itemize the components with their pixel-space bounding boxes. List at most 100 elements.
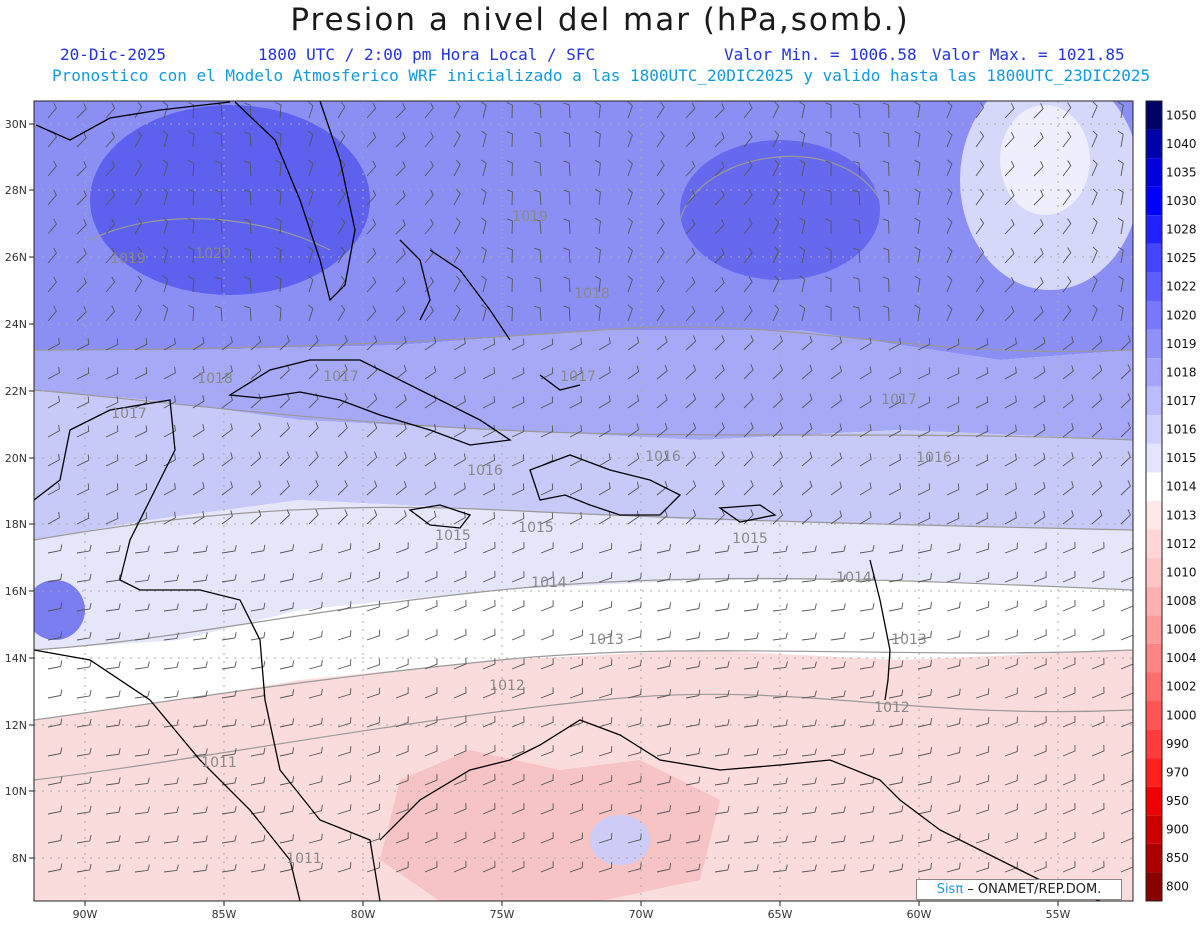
wind-barb [221, 719, 237, 728]
wind-barb [76, 103, 87, 119]
wind-barb [215, 160, 223, 177]
wind-barb [656, 393, 668, 409]
wind-barb [395, 219, 406, 235]
wind-barb [1062, 831, 1076, 844]
wind-barb [946, 804, 961, 815]
colorbar-label: 1035 [1166, 165, 1197, 179]
lat-tick-label: 30N [5, 118, 27, 131]
wind-barb [859, 453, 872, 467]
wind-barb [743, 632, 759, 641]
wind-barb [801, 719, 817, 728]
wind-barb [598, 688, 613, 699]
wind-barb [250, 364, 262, 380]
wind-barb [1091, 628, 1105, 641]
wind-barb [946, 188, 953, 206]
wind-barb [801, 632, 817, 641]
wind-barb [453, 686, 467, 699]
wind-barb [511, 542, 525, 554]
wind-barb [882, 276, 890, 293]
wind-barb [917, 573, 932, 583]
wind-barb [975, 102, 985, 119]
wind-barb [395, 600, 409, 612]
wind-barb [656, 573, 672, 583]
wind-barb [825, 276, 832, 293]
wind-barb [192, 835, 208, 844]
wind-barb [511, 454, 525, 467]
wind-barb [307, 159, 314, 177]
wind-barb [162, 130, 169, 148]
wind-barb [250, 718, 266, 728]
wind-barb [163, 482, 176, 496]
wind-barb [540, 716, 554, 728]
colorbar-cell [1146, 815, 1162, 844]
wind-barb [215, 218, 223, 235]
wind-barb [481, 101, 487, 119]
wind-barb [975, 601, 990, 612]
wind-barb [914, 101, 921, 119]
wind-barb [76, 306, 87, 322]
wind-barb [859, 632, 875, 641]
wind-barbs [47, 101, 1133, 873]
wind-barb [598, 395, 611, 409]
wind-barb [714, 574, 730, 583]
wind-barb [511, 861, 525, 873]
wind-barb [192, 719, 208, 728]
wind-barb [859, 777, 875, 786]
wind-barb [424, 510, 437, 525]
wind-barb [1033, 161, 1044, 177]
wind-barb [685, 422, 697, 438]
wind-barb [685, 544, 701, 554]
wind-barb [395, 423, 407, 438]
wind-barb [47, 863, 63, 873]
wind-barb [47, 747, 63, 757]
wind-barb [76, 338, 90, 351]
wind-barb [481, 159, 487, 177]
wind-barb [627, 481, 640, 496]
max-value: Valor Max. = 1021.85 [932, 45, 1125, 64]
wind-barb [656, 247, 665, 264]
wind-barb [188, 131, 195, 148]
wind-barb [366, 687, 380, 699]
wind-barb [424, 861, 438, 873]
wind-barb [656, 335, 668, 351]
wind-barb [366, 218, 377, 235]
wind-barb [511, 571, 525, 583]
wind-barb [47, 689, 63, 699]
colorbar-label: 1000 [1166, 708, 1197, 722]
lat-tick-label: 24N [5, 318, 27, 331]
wind-barb [852, 218, 861, 235]
wind-barb [192, 453, 205, 467]
wind-barb [76, 834, 92, 844]
wind-barb [134, 748, 150, 757]
wind-barb [540, 861, 554, 873]
wind-barb [162, 159, 169, 177]
wind-barb [506, 305, 513, 322]
wind-barb [424, 365, 437, 380]
wind-barb [366, 393, 378, 409]
contour-label: 1018 [574, 286, 610, 302]
colorbar-label: 950 [1166, 794, 1189, 808]
colorbar-cell [1146, 729, 1162, 759]
wind-barb [569, 774, 583, 786]
colorbar-cell [1146, 472, 1162, 501]
wind-barb [830, 806, 846, 815]
wind-barb [685, 131, 696, 148]
wind-barb [685, 573, 701, 583]
wind-barb [453, 246, 461, 264]
wind-barb [743, 131, 753, 148]
wind-barb [801, 509, 813, 525]
wind-barb [714, 545, 730, 554]
wind-barb [76, 863, 92, 873]
wind-barb [594, 246, 601, 264]
wind-barb [188, 102, 195, 119]
wind-barb [743, 748, 759, 757]
wind-barb [453, 570, 467, 583]
wind-barb [825, 160, 832, 177]
wind-barb [47, 189, 57, 206]
wind-barb [772, 603, 788, 612]
chart-title: Presion a nivel del mar (hPa,somb.) [290, 2, 910, 38]
wind-barb [1120, 364, 1131, 380]
wind-barb [192, 864, 208, 873]
wind-barb [337, 304, 346, 322]
